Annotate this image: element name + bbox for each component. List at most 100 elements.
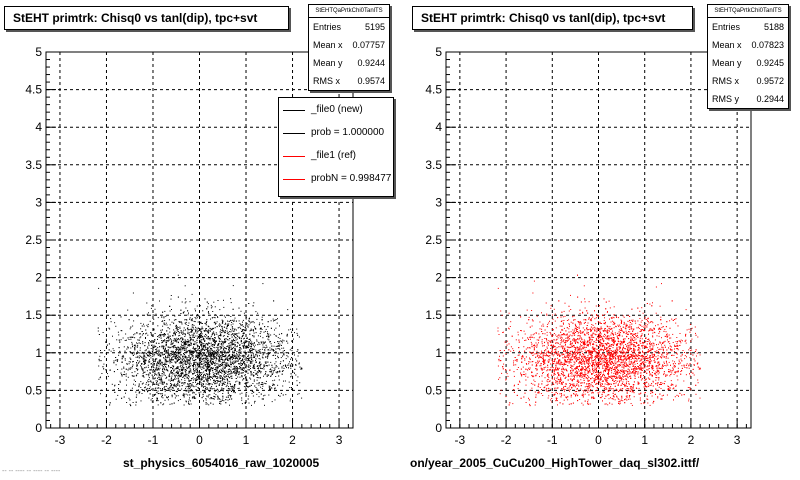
scatter-point	[206, 319, 208, 321]
scatter-point	[137, 343, 139, 345]
scatter-point	[196, 352, 198, 354]
scatter-point	[207, 360, 209, 362]
scatter-point	[251, 390, 253, 392]
scatter-point	[160, 335, 162, 337]
scatter-point	[188, 355, 190, 357]
scatter-point	[222, 341, 224, 343]
scatter-point	[261, 383, 263, 385]
scatter-point	[199, 378, 201, 380]
scatter-point	[248, 402, 250, 404]
scatter-point	[182, 339, 184, 341]
scatter-point	[240, 359, 242, 361]
scatter-point	[210, 387, 212, 389]
scatter-point	[130, 358, 132, 360]
scatter-point	[186, 341, 188, 343]
scatter-point	[156, 399, 158, 401]
scatter-point	[238, 387, 240, 389]
scatter-point	[157, 397, 158, 399]
scatter-point	[267, 352, 269, 354]
scatter-point	[183, 343, 185, 345]
scatter-point	[229, 342, 231, 344]
scatter-point	[197, 366, 199, 368]
scatter-point	[127, 309, 129, 311]
scatter-point	[207, 347, 209, 349]
scatter-point	[172, 372, 173, 374]
scatter-point	[235, 329, 237, 331]
scatter-point	[196, 383, 198, 385]
scatter-point	[239, 323, 241, 324]
scatter-point	[158, 375, 160, 376]
scatter-point	[228, 394, 230, 396]
scatter-point	[235, 355, 237, 357]
scatter-point	[265, 373, 266, 375]
scatter-point	[200, 339, 202, 341]
scatter-point	[207, 343, 208, 345]
scatter-point	[187, 361, 189, 363]
scatter-point	[213, 351, 215, 352]
scatter-point	[178, 362, 180, 364]
scatter-point	[247, 347, 249, 349]
scatter-point	[162, 381, 164, 383]
scatter-point	[290, 364, 292, 366]
scatter-point	[211, 306, 213, 308]
scatter-point	[298, 352, 300, 354]
scatter-point	[144, 387, 146, 389]
scatter-point	[249, 351, 251, 353]
scatter-point	[199, 367, 201, 369]
scatter-point	[179, 354, 181, 356]
scatter-point	[284, 380, 286, 382]
scatter-point	[232, 319, 234, 321]
scatter-point	[148, 354, 150, 356]
scatter-point	[193, 332, 195, 334]
scatter-point	[193, 320, 195, 322]
scatter-point	[168, 365, 169, 367]
scatter-point	[196, 315, 198, 317]
scatter-point	[236, 351, 238, 353]
scatter-point	[105, 338, 107, 340]
scatter-point	[180, 362, 182, 364]
scatter-point	[195, 326, 196, 328]
scatter-point	[269, 389, 270, 391]
scatter-point	[203, 338, 205, 340]
scatter-point	[211, 367, 212, 369]
scatter-point	[259, 361, 260, 363]
scatter-point	[273, 354, 275, 356]
scatter-point	[212, 338, 214, 340]
scatter-point	[219, 398, 221, 400]
scatter-point	[188, 359, 189, 361]
scatter-point	[219, 331, 221, 333]
scatter-point	[222, 378, 223, 380]
scatter-point	[234, 328, 236, 330]
scatter-point	[236, 366, 238, 367]
scatter-point	[252, 343, 254, 345]
scatter-point	[172, 359, 174, 361]
scatter-point	[242, 370, 244, 371]
scatter-point	[137, 368, 139, 370]
scatter-point	[191, 338, 192, 340]
scatter-point	[190, 338, 191, 340]
scatter-point	[196, 355, 198, 357]
scatter-point	[190, 386, 191, 388]
scatter-point	[157, 361, 158, 363]
scatter-point	[150, 363, 152, 365]
scatter-point	[188, 383, 190, 385]
scatter-point	[261, 398, 263, 400]
scatter-point	[163, 388, 165, 390]
scatter-point	[198, 337, 200, 339]
scatter-point	[180, 340, 182, 342]
scatter-point	[197, 345, 199, 347]
scatter-point	[259, 351, 261, 353]
scatter-point	[246, 392, 248, 393]
scatter-point	[109, 402, 111, 404]
scatter-point	[235, 333, 237, 335]
scatter-point	[240, 369, 242, 371]
scatter-point	[246, 340, 248, 342]
scatter-point	[184, 285, 186, 287]
scatter-point	[135, 375, 137, 377]
scatter-point	[165, 343, 167, 345]
scatter-point	[138, 357, 140, 359]
scatter-point	[218, 343, 220, 344]
scatter-point	[165, 352, 167, 354]
scatter-point	[228, 365, 230, 366]
scatter-point	[121, 368, 123, 370]
